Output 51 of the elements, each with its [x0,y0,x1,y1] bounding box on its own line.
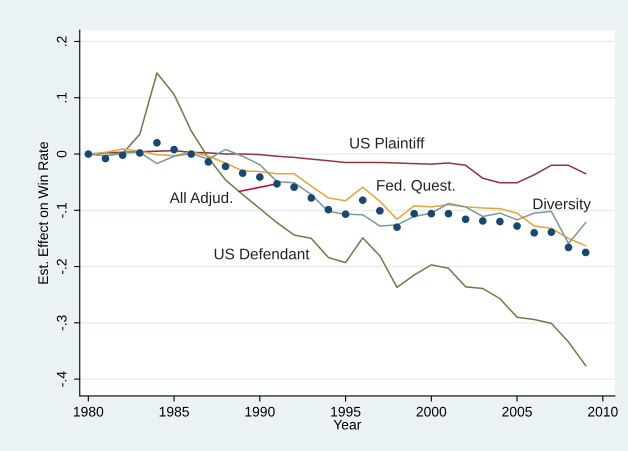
point [478,217,487,225]
point [153,138,161,147]
point [290,183,298,192]
point [84,150,92,158]
x-tick-label: 1980 [74,406,104,417]
point [238,169,246,177]
series-label: US Defendant [214,248,310,260]
series-label: Diversity [534,198,591,212]
point [582,248,590,256]
y-tick-label: .1 [56,92,66,102]
point [548,228,556,236]
point [393,223,401,231]
y-axis-title: Est. Effect on Win Rate [38,142,48,284]
series-label: US Plaintiff [350,137,424,149]
series-label: All Adjud. [170,192,232,206]
point [307,194,316,202]
point [444,210,452,218]
point [342,210,350,218]
series-label: Fed. Quest. [377,180,454,194]
point [428,210,436,218]
point [102,154,110,162]
point [136,149,144,157]
y-tick-label: -.3 [56,315,67,330]
y-tick-label: -.2 [56,259,66,274]
point [530,228,538,237]
point [513,222,521,230]
point [324,206,332,214]
x-tick-label: 2000 [416,406,446,417]
x-tick-label: 1995 [331,406,360,417]
point [204,158,212,166]
point [222,162,230,170]
point [256,173,264,181]
x-axis-title: Year [334,420,362,430]
point [376,207,384,215]
point [462,215,470,224]
x-tick-label: 2010 [588,406,618,417]
point [564,244,572,252]
y-tick-label: 0 [56,150,67,158]
point [496,218,504,226]
point [170,146,178,154]
point [118,151,126,159]
y-tick-label: -.4 [56,371,66,387]
y-tick-label: .2 [56,36,66,46]
x-tick-label: 2005 [502,406,532,417]
point [358,196,367,204]
point [187,150,196,158]
y-tick-label: -.1 [56,202,66,218]
x-tick-label: 1985 [160,406,189,417]
point [273,180,281,188]
point [410,210,418,218]
x-tick-label: 1990 [245,406,275,417]
